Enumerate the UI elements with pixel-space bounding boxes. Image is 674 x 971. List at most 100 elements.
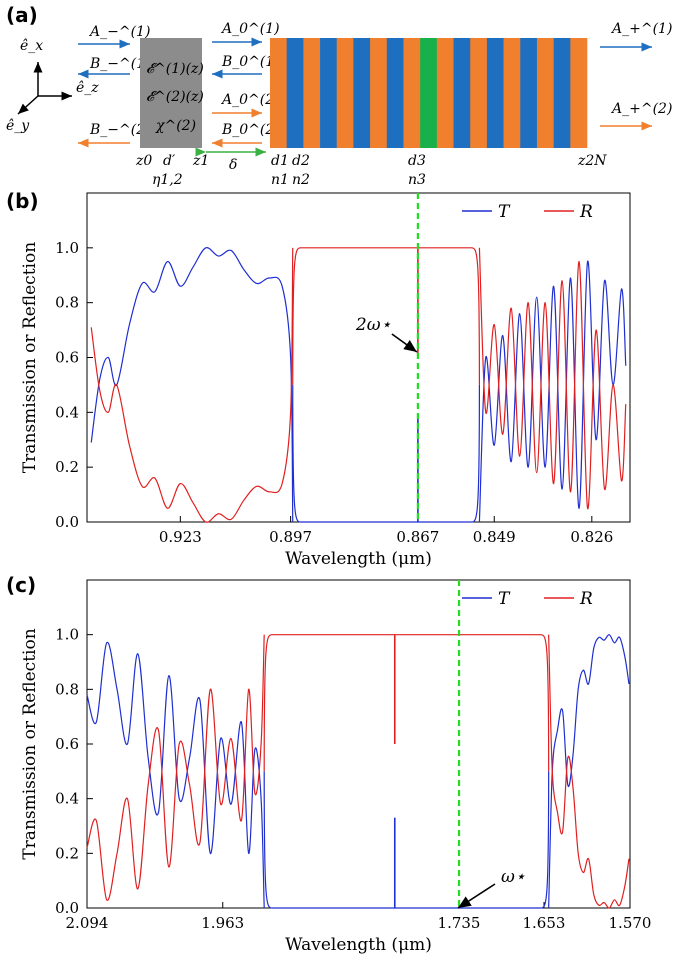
crystal-layer [320, 38, 338, 148]
annotation-label: ω⋆ [501, 867, 526, 887]
x-tick-label: 0.867 [396, 528, 439, 546]
left-field-label: B_−^(2) [89, 122, 151, 138]
x-tick-label: 2.094 [66, 914, 109, 932]
y-tick-label: 0.6 [55, 735, 79, 753]
y-tick-label: 0.6 [55, 349, 79, 367]
y-tick-label: 0.8 [55, 680, 79, 698]
y-tick-label: 0.4 [55, 403, 79, 421]
pos-label: d2 [292, 153, 310, 169]
slab-field-label: 𝓔^(1)(z) [146, 61, 204, 77]
y-tick-label: 0.4 [55, 790, 79, 808]
y-tick-label: 0.2 [55, 458, 79, 476]
slab-field-label: 𝓔^(2)(z) [146, 89, 204, 105]
pos-label: d3 [408, 153, 426, 169]
ey-axis-arrow [17, 95, 39, 115]
pos-label: n3 [408, 172, 426, 188]
crystal-layer [403, 38, 421, 148]
y-axis-title: Transmission or Reflection [20, 242, 40, 473]
series-R-line [86, 634, 265, 901]
gap-field-label: A_0^(2) [220, 92, 280, 108]
crystal-layer [336, 38, 354, 148]
pos-label: n1 [271, 172, 289, 188]
crystal-layer [303, 38, 321, 148]
series-T-line [86, 642, 265, 909]
gap-field-label: A_0^(1) [220, 21, 280, 37]
crystal-layer [486, 38, 504, 148]
series-R-bandgap [263, 634, 550, 772]
pos-label: n2 [292, 172, 310, 188]
series-T-line [548, 634, 630, 909]
basis-axes: ê_x ê_z ê_y [6, 38, 99, 134]
y-tick-label: 1.0 [55, 239, 79, 257]
panel-label-a: (a) [6, 3, 38, 27]
series-T-line [478, 260, 627, 523]
annotation-arrow [391, 333, 418, 353]
y-tick-label: 0.0 [55, 899, 79, 917]
x-tick-label: 1.570 [609, 914, 652, 932]
series-T-line [90, 247, 294, 523]
x-tick-label: 0.897 [269, 528, 312, 546]
series-R-line [478, 247, 627, 509]
crystal-layer [386, 38, 404, 148]
photonic-crystal [270, 38, 588, 148]
x-tick-label: 0.849 [473, 528, 516, 546]
panel-label-c: (c) [6, 573, 36, 597]
defect-layer [420, 38, 438, 148]
pos-label: d1 [271, 153, 289, 169]
gap-field-arrows: A_0^(1) B_0^(1) A_0^(2) B_0^(2) [195, 21, 280, 157]
series-T-bandgap [292, 384, 481, 523]
slab-chi-label: χ^(2) [155, 118, 196, 134]
crystal-layer [286, 38, 304, 148]
left-field-label: A_−^(1) [88, 24, 150, 40]
pos-label: η1,2 [152, 172, 183, 188]
ex-label: ê_x [20, 38, 43, 54]
x-axis-title: Wavelength (μm) [285, 549, 432, 569]
annotation-arrow [457, 883, 496, 909]
crystal-layer [520, 38, 538, 148]
x-tick-label: 1.653 [523, 914, 566, 932]
y-tick-label: 1.0 [55, 626, 79, 644]
legend-label-T: T [498, 202, 511, 222]
series-R-line [90, 247, 294, 523]
x-tick-label: 0.923 [159, 528, 202, 546]
right-field-arrows: A_+^(1) A_+^(2) [600, 21, 672, 131]
y-tick-label: 0.0 [55, 513, 79, 531]
crystal-layer [570, 38, 588, 148]
crystal-layer [453, 38, 471, 148]
left-field-label: B_−^(1) [89, 56, 151, 72]
y-tick-label: 0.8 [55, 294, 79, 312]
pos-label: d′ [163, 153, 176, 169]
x-tick-label: 1.963 [201, 914, 244, 932]
x-tick-label: 1.735 [438, 914, 481, 932]
legend-label-T: T [498, 589, 511, 609]
chart-b: 0.0 0.2 0.4 0.6 0.8 1.0 0.923 0.897 0.867 0.849 0.… [20, 192, 631, 569]
crystal-layer [470, 38, 488, 148]
crystal-layer [553, 38, 571, 148]
left-field-arrows: A_−^(1) B_−^(1) B_−^(2) [78, 24, 151, 148]
crystal-layer [270, 38, 287, 148]
gap-field-label: B_0^(2) [221, 122, 280, 138]
x-axis-title: Wavelength (μm) [285, 935, 432, 955]
ez-label: ê_z [76, 80, 99, 96]
position-labels: z0 d′ z1 δ d1 d2 d3 z2N η1,2 n1 n2 n3 [135, 153, 607, 188]
ey-label: ê_y [6, 118, 30, 134]
series-R-bandgap [292, 247, 481, 385]
legend-label-R: R [579, 589, 593, 609]
series-T-bandgap [263, 771, 550, 909]
chart-c: 0.0 0.2 0.4 0.6 0.8 1.0 2.094 1.963 1.735 1.653 1.… [20, 579, 652, 955]
pos-label: δ [229, 157, 237, 173]
nonlinear-slab [140, 38, 202, 148]
right-field-label: A_+^(2) [610, 101, 672, 117]
pos-label: z2N [577, 153, 607, 169]
gap-field-label: B_0^(1) [221, 54, 280, 70]
y-tick-label: 0.2 [55, 844, 79, 862]
pos-label: z0 [135, 153, 152, 169]
series-R-line [548, 634, 630, 909]
legend-label-R: R [579, 202, 593, 222]
crystal-layer [503, 38, 521, 148]
y-axis-title: Transmission or Reflection [20, 628, 40, 859]
crystal-layer [370, 38, 388, 148]
crystal-layer [436, 38, 454, 148]
x-tick-label: 0.826 [570, 528, 613, 546]
